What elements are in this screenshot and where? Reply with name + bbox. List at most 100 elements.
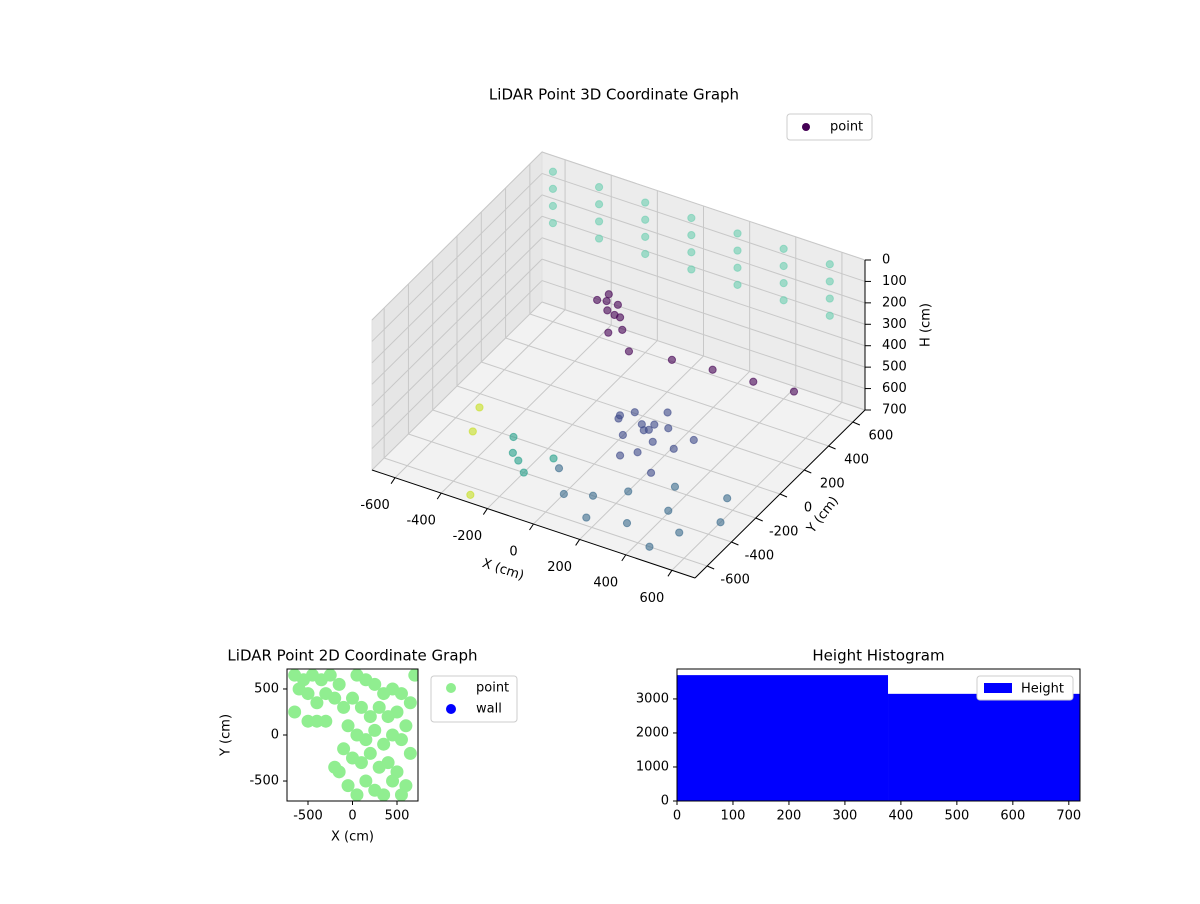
y-tick-label: -500 bbox=[249, 774, 279, 789]
point bbox=[669, 444, 678, 453]
point bbox=[359, 774, 373, 788]
point bbox=[337, 742, 351, 756]
point bbox=[475, 403, 484, 412]
point bbox=[593, 295, 602, 305]
point bbox=[341, 719, 355, 733]
z-tick-label: 500 bbox=[882, 360, 907, 375]
point bbox=[394, 733, 408, 747]
point bbox=[548, 167, 558, 176]
point bbox=[663, 408, 672, 417]
point bbox=[466, 490, 475, 499]
point bbox=[377, 788, 391, 801]
point bbox=[687, 265, 696, 274]
bar bbox=[677, 675, 889, 801]
point bbox=[624, 487, 633, 496]
points bbox=[288, 669, 418, 801]
x-tick-label: -500 bbox=[293, 809, 323, 824]
point bbox=[641, 232, 650, 241]
point bbox=[618, 430, 627, 440]
legend-marker bbox=[446, 704, 456, 714]
point bbox=[779, 244, 788, 253]
point bbox=[641, 249, 650, 259]
x-tick-label: 0 bbox=[509, 545, 517, 560]
point bbox=[603, 306, 612, 315]
point bbox=[825, 260, 834, 269]
point bbox=[519, 468, 528, 477]
point bbox=[779, 261, 788, 271]
tick-mark bbox=[436, 492, 442, 500]
tick-mark bbox=[390, 477, 396, 484]
point bbox=[645, 542, 654, 551]
point bbox=[733, 246, 742, 255]
point bbox=[675, 528, 684, 537]
point bbox=[310, 714, 324, 728]
tick-mark bbox=[804, 469, 812, 474]
tick-mark bbox=[828, 445, 836, 450]
x-tick-label: 500 bbox=[385, 809, 410, 824]
point bbox=[377, 737, 391, 751]
point bbox=[508, 448, 517, 457]
x-tick-label: 0 bbox=[673, 809, 681, 824]
tick-mark bbox=[667, 570, 673, 577]
chart-title: LiDAR Point 2D Coordinate Graph bbox=[227, 647, 477, 665]
x-tick-label: -200 bbox=[453, 529, 483, 544]
chart-title: LiDAR Point 3D Coordinate Graph bbox=[489, 86, 739, 104]
x-tick-label: 200 bbox=[777, 809, 802, 824]
point bbox=[394, 788, 408, 801]
point bbox=[610, 310, 619, 320]
bar bbox=[888, 693, 1080, 801]
point bbox=[602, 296, 611, 306]
tick-mark bbox=[621, 554, 627, 562]
point bbox=[624, 347, 634, 356]
point bbox=[618, 325, 627, 334]
point bbox=[509, 432, 518, 442]
point bbox=[368, 677, 382, 691]
point bbox=[667, 355, 677, 364]
tick-mark bbox=[529, 523, 534, 531]
x-tick-label: 400 bbox=[593, 575, 618, 590]
y-tick-label: 0 bbox=[271, 728, 279, 743]
y-tick-label: -600 bbox=[720, 573, 750, 588]
point bbox=[559, 489, 568, 499]
grid-line bbox=[505, 188, 829, 447]
z-tick-label: 300 bbox=[882, 317, 907, 332]
y-tick-label: 600 bbox=[868, 429, 893, 444]
point bbox=[582, 513, 591, 522]
grid-line bbox=[371, 215, 866, 385]
point bbox=[664, 424, 673, 433]
grid-line bbox=[480, 212, 805, 471]
y-tick-label: 0 bbox=[804, 501, 812, 516]
point bbox=[749, 377, 758, 386]
point bbox=[687, 213, 696, 223]
point bbox=[363, 746, 377, 760]
point bbox=[394, 687, 408, 701]
point bbox=[825, 277, 834, 286]
y-tick-label: 500 bbox=[254, 681, 279, 696]
legend-box bbox=[786, 113, 873, 141]
point bbox=[468, 427, 477, 436]
point bbox=[779, 279, 788, 288]
points bbox=[466, 167, 834, 551]
z-tick-label: 600 bbox=[882, 381, 907, 396]
y-tick-label: -400 bbox=[745, 549, 775, 564]
y-axis-label: Y (cm) bbox=[219, 714, 234, 757]
point bbox=[637, 420, 646, 429]
point bbox=[789, 387, 799, 396]
point bbox=[363, 710, 377, 724]
point bbox=[514, 456, 523, 465]
point bbox=[594, 217, 604, 226]
point bbox=[664, 506, 673, 515]
tick-mark bbox=[731, 541, 739, 546]
point bbox=[548, 219, 558, 228]
point bbox=[332, 677, 346, 691]
legend-label: wall bbox=[476, 702, 502, 717]
x-axis-label: X (cm) bbox=[331, 830, 374, 845]
point bbox=[372, 700, 386, 714]
point bbox=[594, 234, 604, 243]
x-tick-label: 600 bbox=[1000, 809, 1025, 824]
point bbox=[554, 464, 564, 473]
grid-line bbox=[371, 258, 866, 428]
point bbox=[689, 435, 698, 445]
point bbox=[615, 451, 625, 460]
